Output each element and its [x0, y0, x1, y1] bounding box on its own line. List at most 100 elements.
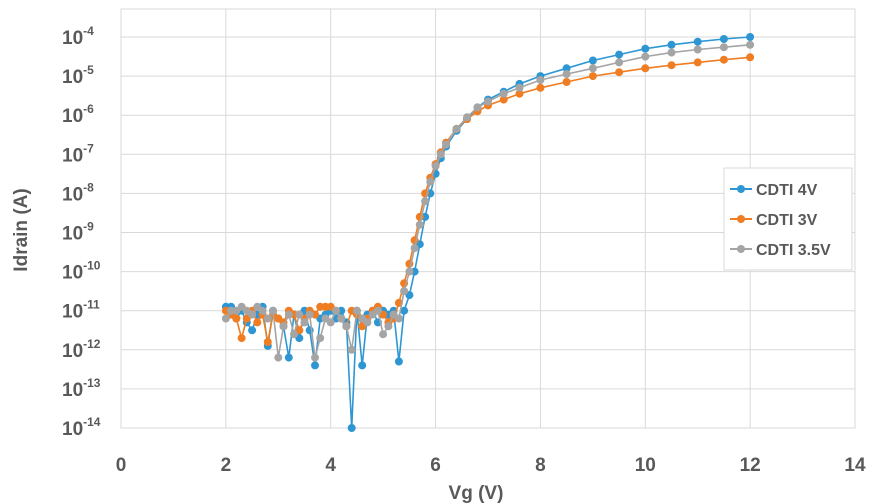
data-point: [232, 314, 241, 323]
data-point: [746, 53, 755, 62]
data-point: [588, 72, 597, 81]
data-point: [415, 220, 424, 229]
data-point: [263, 338, 272, 346]
data-point: [352, 306, 361, 315]
y-tick-label: 10-7: [62, 141, 94, 166]
data-point: [237, 334, 246, 343]
data-point: [421, 197, 430, 206]
data-point: [615, 58, 624, 67]
data-point: [347, 424, 356, 432]
data-point: [258, 306, 267, 315]
x-tick-label: 0: [116, 455, 127, 476]
data-point: [515, 83, 524, 92]
x-tick-label: 6: [430, 455, 441, 476]
legend-label: CDTI 3V: [756, 212, 818, 229]
legend: CDTI 4V CDTI 3V CDTI 3.5V: [723, 167, 853, 271]
y-tick-label: 10-13: [62, 376, 101, 401]
y-axis-title: Idrain (A): [11, 188, 32, 271]
data-point: [473, 103, 482, 112]
x-tick-label: 10: [635, 455, 656, 476]
x-axis-title: Vg (V): [449, 483, 504, 504]
data-point: [284, 310, 293, 319]
data-point: [719, 35, 728, 43]
series-layer: [221, 33, 755, 432]
data-point: [400, 306, 409, 315]
data-point: [405, 267, 414, 276]
data-point: [452, 124, 461, 133]
data-point: [274, 353, 283, 362]
data-point: [379, 330, 388, 339]
data-point: [667, 61, 676, 70]
y-tick-label: 10-8: [62, 180, 94, 205]
data-point: [263, 314, 272, 323]
data-point: [284, 353, 293, 362]
data-point: [693, 58, 702, 67]
data-point: [442, 140, 451, 149]
data-point: [295, 310, 304, 319]
data-point: [342, 322, 351, 331]
legend-marker: [737, 215, 745, 223]
data-point: [279, 322, 288, 331]
data-point: [746, 33, 755, 41]
data-point: [311, 361, 319, 370]
x-tick-label: 4: [325, 455, 336, 476]
data-point: [463, 113, 471, 122]
data-point: [394, 357, 403, 366]
data-point: [693, 45, 702, 54]
legend-label: CDTI 4V: [756, 182, 818, 199]
series-3: [221, 40, 755, 362]
x-tick-label: 12: [740, 455, 761, 476]
y-tick-label: 10-4: [62, 24, 94, 49]
data-point: [499, 95, 508, 104]
data-point: [363, 318, 372, 327]
data-point: [248, 310, 257, 319]
data-point: [290, 330, 298, 339]
x-axis-ticks: 0 2 4 6 8 10 12 14: [116, 455, 866, 476]
y-tick-label: 10-6: [62, 102, 94, 127]
data-point: [394, 314, 403, 323]
data-point: [536, 76, 545, 84]
data-point: [719, 55, 728, 64]
y-tick-label: 10-11: [62, 298, 100, 323]
data-point: [641, 52, 650, 61]
data-point: [484, 97, 492, 106]
y-tick-label: 10-9: [62, 220, 94, 245]
y-tick-label: 10-12: [62, 337, 101, 362]
data-point: [326, 318, 335, 327]
y-tick-label: 10-10: [62, 259, 101, 284]
data-point: [316, 334, 325, 343]
data-point: [667, 40, 676, 49]
data-point: [562, 64, 571, 73]
data-point: [373, 306, 382, 315]
data-point: [410, 244, 419, 253]
data-point: [305, 310, 314, 319]
data-point: [693, 37, 702, 46]
x-tick-label: 14: [844, 455, 866, 476]
data-point: [719, 43, 728, 52]
data-point: [221, 314, 230, 323]
data-point: [746, 40, 755, 49]
y-tick-label: 10-14: [62, 415, 101, 440]
data-point: [358, 361, 367, 370]
data-point: [515, 89, 524, 98]
data-point: [588, 64, 597, 73]
data-point: [426, 177, 435, 186]
y-axis-ticks: 10-4 10-5 10-6 10-7 10-8 10-9 10-10 10-11 10-12 1…: [62, 24, 101, 440]
data-point: [311, 353, 319, 362]
data-point: [588, 56, 597, 65]
data-point: [562, 70, 571, 79]
data-point: [641, 64, 650, 73]
data-point: [384, 322, 393, 331]
legend-label: CDTI 3.5V: [756, 242, 831, 259]
data-point: [615, 68, 624, 77]
data-point: [347, 345, 356, 354]
x-tick-label: 8: [535, 455, 546, 476]
data-point: [536, 83, 545, 92]
data-point: [431, 162, 440, 170]
data-point: [615, 50, 624, 59]
legend-marker: [737, 245, 745, 253]
data-point: [269, 306, 277, 315]
data-point: [248, 326, 257, 335]
x-tick-label: 2: [221, 455, 232, 476]
